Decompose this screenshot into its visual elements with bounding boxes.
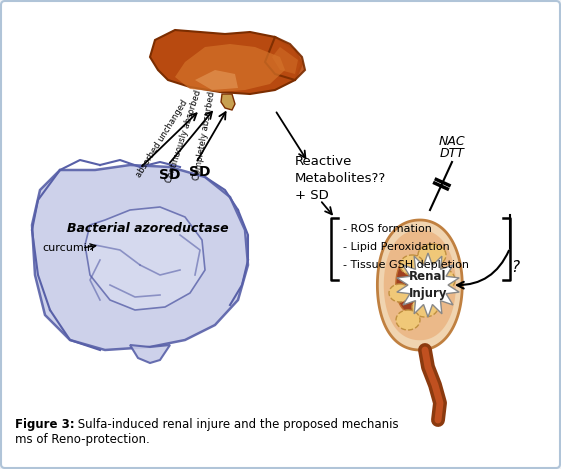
Text: Sulfa-induced renal injure and the proposed mechanis: Sulfa-induced renal injure and the propo… (74, 418, 399, 431)
Text: SD: SD (159, 168, 181, 182)
Polygon shape (85, 207, 205, 310)
Ellipse shape (425, 268, 455, 292)
Ellipse shape (412, 297, 438, 317)
Ellipse shape (400, 255, 424, 275)
Text: curcumin: curcumin (42, 243, 94, 253)
Polygon shape (130, 345, 170, 363)
Text: Renal
Injury: Renal Injury (409, 271, 447, 300)
Text: NAC: NAC (439, 135, 465, 148)
Text: ?: ? (511, 260, 519, 275)
Polygon shape (150, 30, 302, 94)
Text: Completely absorbed: Completely absorbed (192, 91, 216, 181)
Polygon shape (378, 220, 462, 350)
Text: Bacterial azoreductase: Bacterial azoreductase (67, 221, 229, 234)
Text: Continuously absorbed: Continuously absorbed (164, 89, 203, 184)
Polygon shape (175, 44, 285, 92)
Text: - Tissue GSH depletion: - Tissue GSH depletion (343, 260, 469, 270)
Polygon shape (32, 165, 248, 350)
Polygon shape (397, 253, 459, 317)
Polygon shape (384, 230, 456, 340)
Text: Reactive
Metabolites??
+ SD: Reactive Metabolites?? + SD (295, 155, 387, 202)
Text: DTT: DTT (440, 147, 465, 160)
Text: ms of Reno-protection.: ms of Reno-protection. (15, 433, 150, 446)
Polygon shape (221, 94, 235, 110)
Text: - Lipid Peroxidation: - Lipid Peroxidation (343, 242, 450, 252)
Polygon shape (396, 256, 434, 314)
Text: SD: SD (189, 165, 211, 179)
Ellipse shape (389, 284, 411, 302)
Ellipse shape (418, 244, 446, 266)
Ellipse shape (396, 310, 420, 330)
Polygon shape (265, 37, 305, 80)
Text: Figure 3:: Figure 3: (15, 418, 75, 431)
Polygon shape (195, 70, 238, 90)
Polygon shape (272, 47, 298, 74)
Text: - ROS formation: - ROS formation (343, 224, 432, 234)
Text: absorbed unchanged: absorbed unchanged (135, 98, 190, 179)
